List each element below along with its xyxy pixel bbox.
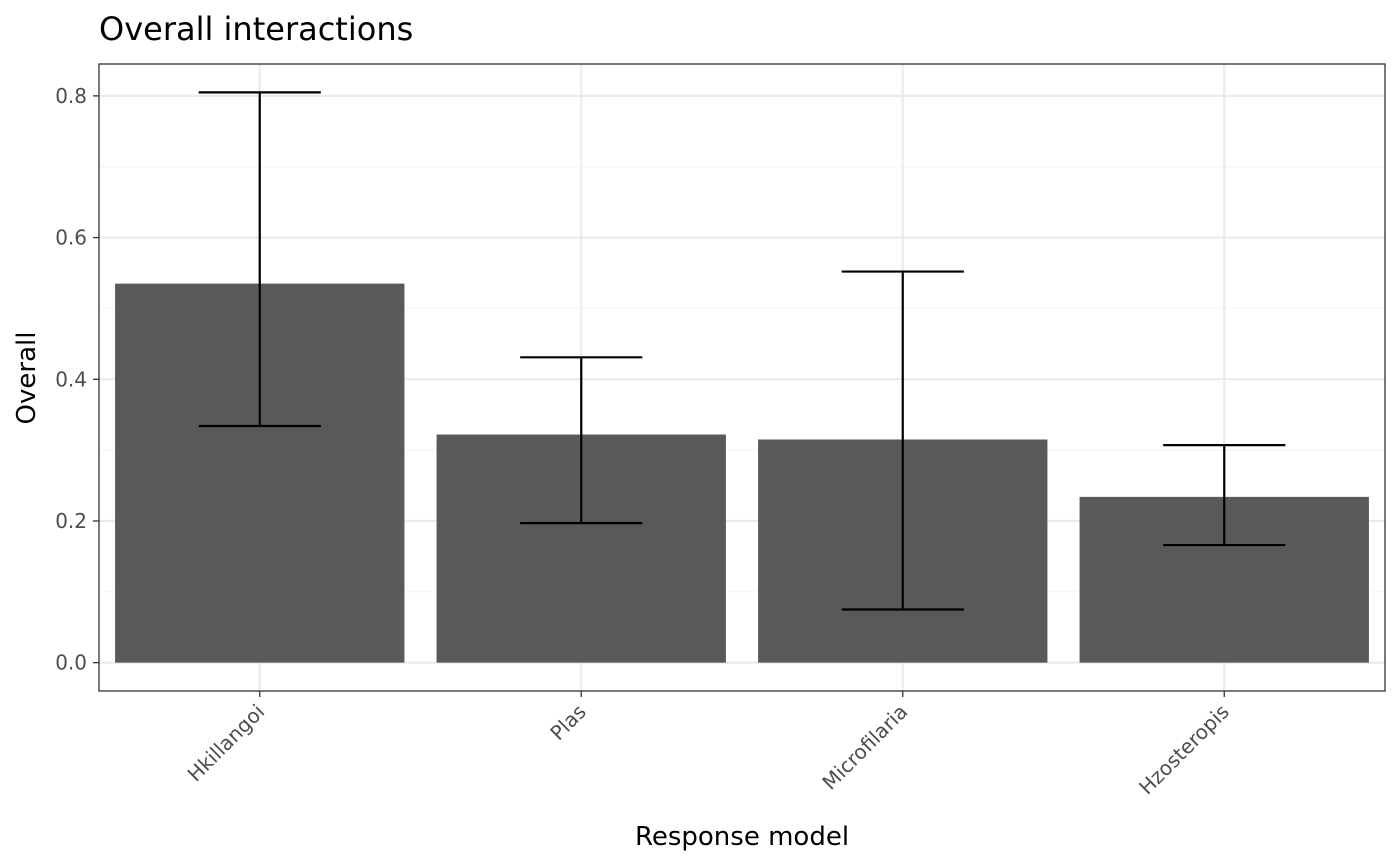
- y-tick-label: 0.8: [55, 84, 87, 108]
- error-bars: [198, 91, 1286, 611]
- error-bar-hzosteropis: [1163, 444, 1286, 547]
- y-axis: 0.0 0.2 0.4 0.6 0.8: [55, 84, 99, 675]
- error-bar-plas: [520, 356, 643, 525]
- y-tick-label: 0.0: [55, 651, 87, 675]
- chart-title: Overall interactions: [99, 10, 413, 48]
- error-bar-hkillangoi: [198, 91, 321, 428]
- y-tick-label: 0.2: [55, 509, 87, 533]
- x-axis-title: Response model: [635, 822, 849, 852]
- panel-border: [98, 63, 1386, 692]
- y-tick-label: 0.4: [55, 367, 87, 391]
- y-tick-label: 0.6: [55, 226, 87, 250]
- y-axis-title: Overall: [12, 332, 42, 425]
- error-bar-microfilaria: [841, 270, 964, 611]
